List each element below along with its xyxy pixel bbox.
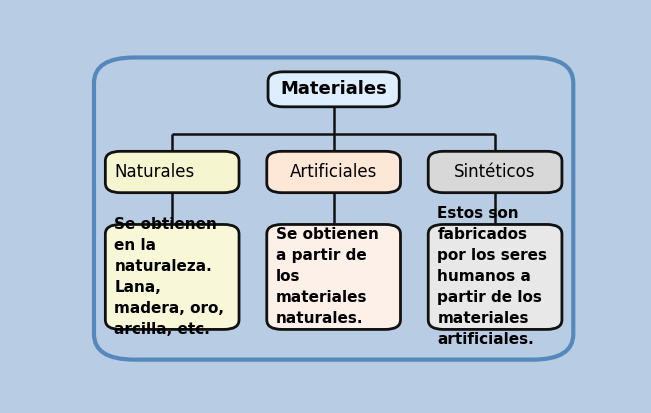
FancyBboxPatch shape	[267, 225, 400, 330]
FancyBboxPatch shape	[428, 225, 562, 330]
FancyBboxPatch shape	[94, 57, 574, 360]
FancyBboxPatch shape	[105, 151, 239, 192]
FancyBboxPatch shape	[267, 151, 400, 192]
Text: Estos son
fabricados
por los seres
humanos a
partir de los
materiales
artificial: Estos son fabricados por los seres human…	[437, 206, 547, 347]
Text: Se obtienen
a partir de
los
materiales
naturales.: Se obtienen a partir de los materiales n…	[276, 228, 379, 326]
Text: Sintéticos: Sintéticos	[454, 163, 536, 181]
Text: Materiales: Materiales	[281, 80, 387, 98]
Text: Naturales: Naturales	[115, 163, 195, 181]
FancyBboxPatch shape	[105, 225, 239, 330]
FancyBboxPatch shape	[268, 72, 399, 107]
Text: Artificiales: Artificiales	[290, 163, 378, 181]
FancyBboxPatch shape	[428, 151, 562, 192]
Text: Se obtienen
en la
naturaleza.
Lana,
madera, oro,
arcilla, etc.: Se obtienen en la naturaleza. Lana, made…	[115, 217, 225, 337]
